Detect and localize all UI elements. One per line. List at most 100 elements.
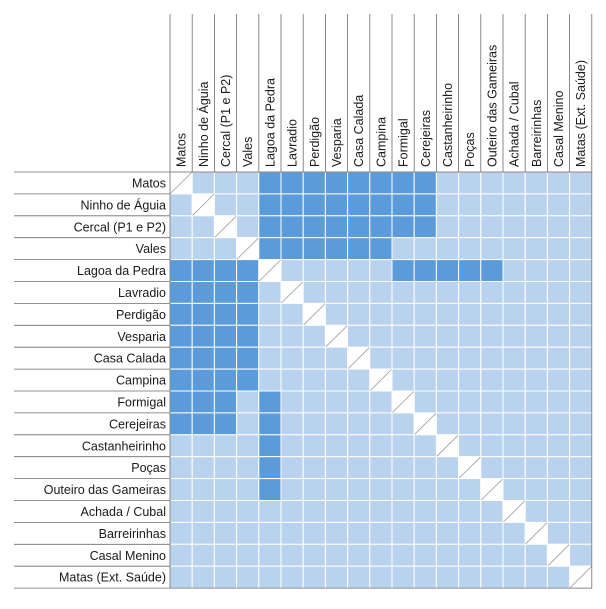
- matrix-cell: [524, 456, 548, 480]
- matrix-cell: [169, 565, 193, 589]
- matrix-cell: [258, 346, 282, 370]
- matrix-cell: [391, 368, 415, 392]
- matrix-cell: [413, 346, 437, 370]
- matrix-cell: [435, 281, 460, 304]
- matrix-cell: [480, 412, 504, 436]
- matrix-cell: [280, 237, 304, 261]
- matrix-cell: [302, 478, 326, 502]
- matrix-cell: [458, 478, 482, 502]
- matrix-cell: [413, 193, 437, 217]
- matrix-cell: [435, 456, 460, 480]
- matrix-cell: [524, 259, 548, 283]
- matrix-cell: [546, 281, 571, 304]
- matrix-cell: [280, 543, 304, 567]
- column-labels: Matos Ninho de Águia Cercal (P1 e P2) Vales…: [175, 45, 589, 167]
- matrix-cell: [391, 302, 415, 326]
- matrix-cell: [369, 171, 393, 195]
- matrix-cell: [391, 521, 415, 545]
- matrix-cell: [347, 456, 371, 480]
- matrix-cell: [302, 456, 326, 480]
- matrix-cell: [546, 237, 571, 261]
- matrix-cell: [391, 324, 415, 348]
- row-labels: Matos Ninho de Águia Cercal (P1 e P2) Vales…: [44, 176, 166, 584]
- matrix-cell: [347, 368, 371, 392]
- matrix-cell: [435, 237, 460, 261]
- matrix-cell: [302, 368, 326, 392]
- matrix-cell: [435, 500, 460, 523]
- matrix-cell: [458, 543, 482, 567]
- matrix-cell: [369, 390, 393, 414]
- matrix-cell: [347, 500, 371, 523]
- row-label: Poças: [131, 461, 166, 475]
- matrix-cell: [458, 281, 482, 304]
- matrix-cell: [435, 193, 460, 217]
- matrix-cell: [569, 390, 593, 414]
- matrix-cell: [369, 193, 393, 217]
- matrix-cell: [280, 434, 304, 458]
- matrix-cell: [213, 456, 238, 480]
- matrix-cell: [546, 412, 571, 436]
- matrix-cell: [369, 259, 393, 283]
- matrix-cell: [480, 281, 504, 304]
- matrix-cell: [302, 215, 326, 239]
- matrix-cell: [391, 478, 415, 502]
- matrix-cell: [347, 324, 371, 348]
- matrix-cell: [546, 193, 571, 217]
- matrix-cell: [480, 434, 504, 458]
- matrix-cell: [502, 302, 526, 326]
- matrix-cell: [391, 412, 415, 436]
- matrix-cell: [435, 215, 460, 239]
- column-label: Cerejeiras: [419, 110, 433, 167]
- matrix-cell: [324, 390, 349, 414]
- matrix-cell: [524, 215, 548, 239]
- matrix-cell: [369, 281, 393, 304]
- matrix-cell: [213, 565, 238, 589]
- column-label: Vesparia: [330, 118, 344, 167]
- column-label: Formigal: [397, 118, 411, 167]
- matrix-cell: [169, 521, 193, 545]
- matrix-cell: [191, 500, 215, 523]
- matrix-cell: [213, 324, 238, 348]
- matrix-cell: [280, 412, 304, 436]
- matrix-cell: [413, 215, 437, 239]
- matrix-cell: [236, 500, 260, 523]
- matrix-cell: [347, 521, 371, 545]
- column-label: Castanheirinho: [441, 83, 455, 167]
- matrix-cell: [524, 412, 548, 436]
- matrix-cell: [280, 259, 304, 283]
- matrix-cell: [569, 434, 593, 458]
- matrix-cell: [413, 281, 437, 304]
- matrix-cell: [546, 521, 571, 545]
- matrix-cell: [324, 171, 349, 195]
- matrix-cell: [391, 434, 415, 458]
- column-label: Outeiro das Gameiras: [485, 45, 499, 167]
- column-label: Ninho de Águia: [196, 81, 211, 167]
- matrix-cell: [546, 456, 571, 480]
- matrix-cell: [191, 302, 215, 326]
- matrix-cell: [302, 390, 326, 414]
- matrix-cell: [169, 368, 193, 392]
- matrix-cell: [236, 521, 260, 545]
- diagonal-slash: [214, 215, 237, 238]
- matrix-cell: [191, 521, 215, 545]
- matrix-cell: [302, 500, 326, 523]
- matrix-cell: [280, 346, 304, 370]
- row-label: Cerejeiras: [109, 417, 166, 431]
- matrix-cell: [391, 456, 415, 480]
- matrix-cell: [391, 543, 415, 567]
- matrix-cell: [546, 346, 571, 370]
- matrix-cell: [502, 478, 526, 502]
- matrix-cell: [413, 259, 437, 283]
- matrix-cell: [458, 412, 482, 436]
- matrix-cell: [302, 412, 326, 436]
- column-label: Barreirinhas: [530, 100, 544, 167]
- matrix-cell: [236, 281, 260, 304]
- matrix-cell: [369, 543, 393, 567]
- matrix-cell: [324, 281, 349, 304]
- matrix-cell: [546, 390, 571, 414]
- matrix-cell: [413, 565, 437, 589]
- matrix-cell: [369, 565, 393, 589]
- matrix-cell: [324, 259, 349, 283]
- diagonal-slash: [347, 346, 371, 370]
- matrix-cell: [435, 324, 460, 348]
